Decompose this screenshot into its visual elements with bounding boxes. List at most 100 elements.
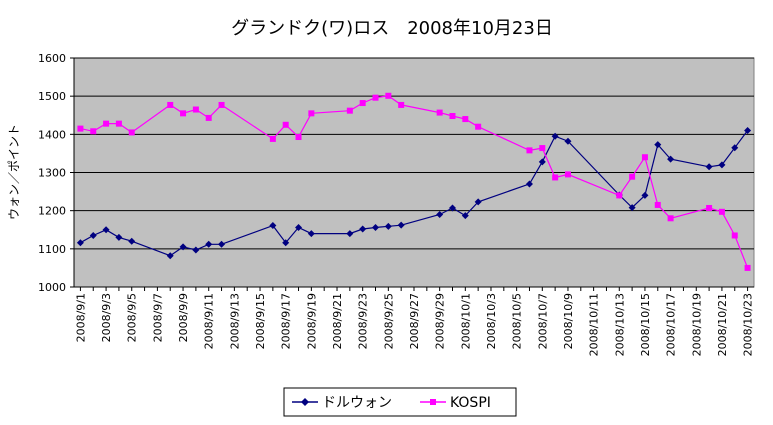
data-point bbox=[192, 106, 199, 113]
series-kospi bbox=[77, 92, 751, 271]
series-line bbox=[80, 130, 749, 257]
data-point bbox=[654, 141, 662, 149]
data-point bbox=[667, 215, 674, 222]
data-point bbox=[359, 100, 366, 107]
x-tick-label: 2008/9/23 bbox=[357, 293, 370, 349]
y-axis-label: ウォン／ポイント bbox=[7, 124, 21, 220]
data-point bbox=[346, 230, 354, 238]
x-tick-label: 2008/9/15 bbox=[254, 293, 267, 349]
x-tick-label: 2008/10/19 bbox=[690, 293, 703, 356]
data-point bbox=[641, 191, 649, 199]
data-point bbox=[538, 158, 546, 166]
data-point bbox=[205, 114, 212, 121]
data-point bbox=[308, 110, 315, 117]
data-point bbox=[436, 210, 444, 218]
data-point bbox=[218, 240, 226, 248]
x-tick-label: 2008/9/9 bbox=[177, 293, 190, 342]
legend-marker-kospi bbox=[430, 399, 436, 405]
data-point bbox=[372, 223, 380, 231]
x-tick-label: 2008/10/1 bbox=[459, 293, 472, 349]
data-point bbox=[90, 128, 97, 135]
data-point bbox=[474, 198, 482, 206]
legend: ドルウォン KOSPI bbox=[283, 387, 517, 417]
legend-box bbox=[283, 387, 517, 417]
legend-marker-usd-krw bbox=[301, 398, 309, 406]
data-point bbox=[128, 129, 135, 136]
data-point bbox=[397, 221, 405, 229]
y-tick-label: 1500 bbox=[38, 90, 66, 103]
x-tick-label: 2008/9/17 bbox=[280, 293, 293, 349]
data-point bbox=[744, 127, 752, 135]
data-point bbox=[731, 232, 738, 239]
data-point bbox=[731, 144, 739, 152]
x-tick-label: 2008/10/17 bbox=[665, 293, 678, 356]
x-tick-label: 2008/10/23 bbox=[742, 293, 755, 356]
data-point bbox=[526, 147, 533, 154]
data-point bbox=[718, 208, 725, 215]
data-point bbox=[179, 243, 187, 251]
x-tick-label: 2008/9/5 bbox=[126, 293, 139, 342]
x-tick-label: 2008/9/27 bbox=[408, 293, 421, 349]
x-tick-label: 2008/10/7 bbox=[536, 293, 549, 349]
data-point bbox=[564, 137, 572, 145]
data-point bbox=[76, 239, 84, 247]
data-point bbox=[462, 116, 469, 123]
data-point bbox=[295, 223, 303, 231]
data-point bbox=[525, 180, 533, 188]
x-tick-label: 2008/9/19 bbox=[305, 293, 318, 349]
chart-title: グランドク(ワ)ロス 2008年10月23日 bbox=[231, 18, 553, 39]
series-layer bbox=[76, 92, 752, 271]
y-tick-label: 1600 bbox=[38, 52, 66, 65]
x-tick-label: 2008/9/3 bbox=[100, 293, 113, 342]
data-point bbox=[744, 264, 751, 271]
x-tick-label: 2008/9/7 bbox=[151, 293, 164, 342]
x-tick-label: 2008/10/13 bbox=[613, 293, 626, 356]
x-tick-label: 2008/9/29 bbox=[434, 293, 447, 349]
y-tick-label: 1100 bbox=[38, 243, 66, 256]
data-point bbox=[269, 135, 276, 142]
data-point bbox=[705, 163, 713, 171]
x-tick-label: 2008/10/3 bbox=[485, 293, 498, 349]
data-point bbox=[385, 92, 392, 99]
legend-label-usd-krw: ドルウォン bbox=[322, 395, 392, 411]
data-point bbox=[552, 174, 559, 181]
data-point bbox=[654, 201, 661, 208]
data-point bbox=[461, 212, 469, 220]
x-tick-label: 2008/10/9 bbox=[562, 293, 575, 349]
data-point bbox=[115, 233, 123, 241]
data-point bbox=[282, 121, 289, 128]
data-point bbox=[218, 101, 225, 108]
data-point bbox=[295, 134, 302, 141]
data-point bbox=[475, 123, 482, 130]
data-point bbox=[205, 240, 213, 248]
data-point bbox=[89, 231, 97, 239]
x-tick-label: 2008/10/21 bbox=[716, 293, 729, 356]
data-point bbox=[706, 204, 713, 211]
data-point bbox=[307, 230, 315, 238]
data-point bbox=[449, 113, 456, 120]
data-point bbox=[102, 226, 110, 234]
data-point bbox=[398, 101, 405, 108]
data-point bbox=[77, 125, 84, 132]
data-point bbox=[192, 246, 200, 254]
y-axis-ticks: 1000 1100 1200 1300 1400 1500 1600 bbox=[38, 52, 74, 294]
data-point bbox=[564, 171, 571, 178]
data-point bbox=[372, 94, 379, 101]
x-tick-label: 2008/10/5 bbox=[511, 293, 524, 349]
data-point bbox=[115, 120, 122, 127]
data-point bbox=[167, 101, 174, 108]
data-point bbox=[346, 107, 353, 114]
data-point bbox=[436, 109, 443, 116]
data-point bbox=[551, 132, 559, 140]
data-point bbox=[667, 155, 675, 163]
data-point bbox=[718, 161, 726, 169]
x-tick-label: 2008/10/15 bbox=[639, 293, 652, 356]
data-point bbox=[616, 192, 623, 199]
y-tick-label: 1000 bbox=[38, 281, 66, 294]
data-point bbox=[180, 110, 187, 117]
y-tick-label: 1300 bbox=[38, 167, 66, 180]
y-tick-label: 1400 bbox=[38, 128, 66, 141]
x-tick-label: 2008/9/21 bbox=[331, 293, 344, 349]
data-point bbox=[269, 222, 277, 230]
